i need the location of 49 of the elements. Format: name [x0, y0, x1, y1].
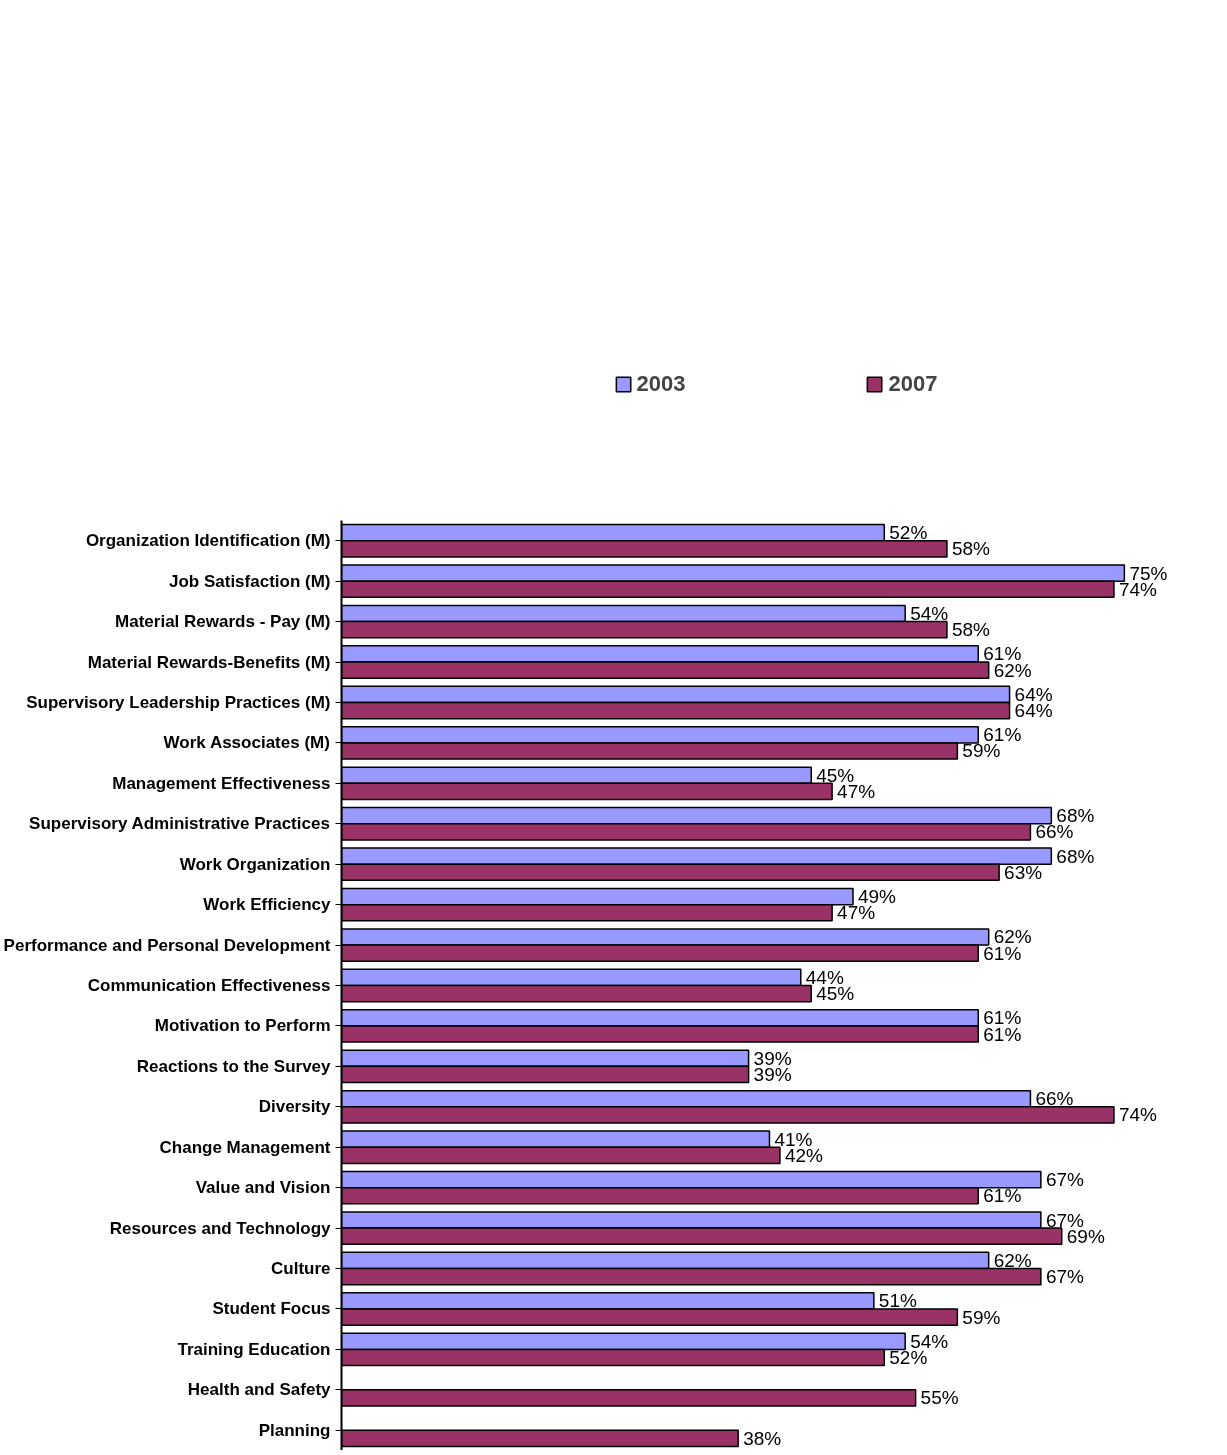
y-tick-label: Resources and Technology [109, 1218, 332, 1238]
data-label: 62% [993, 1249, 1032, 1271]
y-tick-label: Student Focus [212, 1299, 331, 1319]
data-label: 38% [743, 1427, 782, 1449]
y-tick-label: Health and Safety [187, 1380, 332, 1400]
y-tick-label: Communication Effectiveness [87, 976, 331, 995]
data-label: 41% [774, 1128, 813, 1150]
y-tick-label: Value and Vision [195, 1178, 331, 1198]
data-label: 67% [1045, 1209, 1085, 1231]
data-label: 54% [910, 603, 949, 624]
y-tick-label: Material Rewards - Pay (M) [115, 612, 331, 632]
y-tick-label: Motivation to Perform [154, 1016, 331, 1036]
data-label: 61% [983, 1185, 1022, 1207]
y-tick-label: Management Effectiveness [112, 773, 331, 793]
data-label: 55% [920, 1387, 959, 1409]
y-tick-label: Supervisory Administrative Practices [29, 814, 330, 834]
y-tick-label: Job Satisfaction (M) [168, 571, 331, 591]
y-tick-label: Performance and Personal Development [3, 935, 331, 955]
y-tick-label: Training Education [177, 1339, 331, 1359]
y-tick-label: Culture [271, 1259, 331, 1279]
y-tick-label: Work Efficiency [203, 895, 332, 915]
data-label: 52% [889, 522, 928, 544]
data-label: 51% [878, 1290, 917, 1312]
data-label: 47% [837, 902, 876, 924]
data-label: 59% [962, 740, 1001, 762]
data-label: 66% [1035, 1088, 1074, 1110]
y-tick-label: Material Rewards-Benefits (M) [87, 652, 331, 672]
data-label: 68% [1056, 845, 1095, 867]
data-label: 67% [1045, 1266, 1085, 1288]
y-tick-label: Organization Identification (M) [85, 531, 331, 551]
data-label: 67% [1045, 1169, 1085, 1191]
data-label: 58% [951, 538, 991, 560]
y-tick-label: Diversity [258, 1097, 332, 1117]
data-label: 59% [962, 1306, 1001, 1328]
data-label: 66% [1035, 821, 1074, 843]
data-label: 74% [1118, 1104, 1158, 1126]
data-label: 39% [753, 1047, 792, 1069]
legend-label: 2003 [636, 370, 686, 397]
data-label: 58% [951, 619, 991, 641]
y-tick-label: Planning [258, 1420, 331, 1440]
data-label: 75% [1129, 562, 1168, 584]
y-tick-label: Supervisory Leadership Practices (M) [26, 692, 331, 712]
data-label: 63% [1004, 861, 1043, 883]
y-tick-label: Change Management [159, 1137, 331, 1157]
y-tick-label: Reactions to the Survey [136, 1056, 332, 1076]
legend-label: 2007 [888, 370, 938, 397]
data-label: 45% [816, 764, 855, 786]
y-tick-label: Work Organization [179, 854, 331, 874]
y-tick-label: Work Associates (M) [163, 733, 330, 753]
